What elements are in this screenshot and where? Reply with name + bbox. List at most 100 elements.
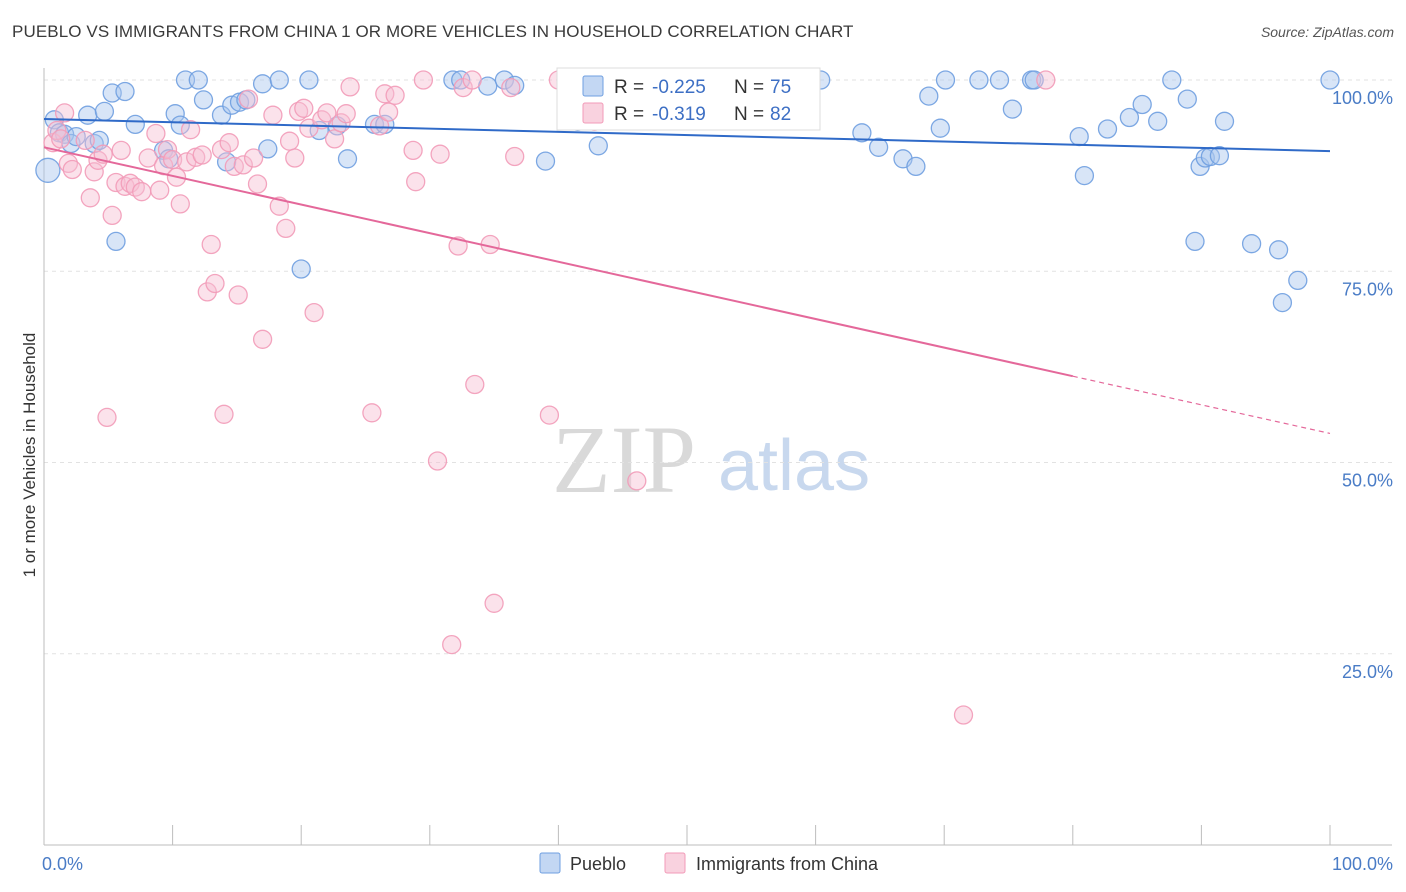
chart-title: PUEBLO VS IMMIGRANTS FROM CHINA 1 OR MOR… xyxy=(12,22,854,41)
china-point xyxy=(324,129,345,149)
china-point xyxy=(505,146,525,167)
china-point xyxy=(362,403,382,423)
china-point xyxy=(247,174,268,194)
pueblo-point xyxy=(1177,89,1197,109)
china-point xyxy=(132,182,152,202)
pueblo-point xyxy=(1268,240,1289,260)
pueblo-point xyxy=(935,70,956,90)
stats-swatch-pueblo xyxy=(582,75,604,97)
china-point xyxy=(430,144,450,164)
china-point xyxy=(111,140,131,161)
china-point xyxy=(340,77,360,97)
stats-r-value-china: -0.319 xyxy=(652,104,706,125)
pueblo-point xyxy=(868,137,889,157)
pueblo-point xyxy=(78,105,98,125)
china-point xyxy=(304,302,324,323)
pueblo-point xyxy=(1185,231,1205,252)
pueblo-point xyxy=(252,74,273,94)
china-point xyxy=(150,180,170,200)
china-point xyxy=(501,77,521,98)
china-point xyxy=(97,407,117,428)
china-point xyxy=(219,133,239,153)
china-point xyxy=(427,451,448,471)
china-point xyxy=(51,129,71,149)
china-point xyxy=(294,98,314,118)
y-tick-labels: 100.0% 75.0% 50.0% 25.0% xyxy=(1332,88,1393,682)
x-tick-label-0: 0.0% xyxy=(42,854,83,874)
legend-label-china: Immigrants from China xyxy=(696,854,879,874)
pueblo-point xyxy=(299,70,319,90)
pueblo-point xyxy=(337,149,358,169)
china-point xyxy=(84,162,104,182)
china-point xyxy=(180,120,201,140)
pueblo-point xyxy=(930,118,950,138)
china-point xyxy=(276,218,296,239)
x-tick-label-1: 100.0% xyxy=(1332,854,1393,874)
china-point xyxy=(627,471,647,491)
china-point xyxy=(54,103,75,123)
china-point xyxy=(285,148,305,168)
china-point xyxy=(1036,70,1056,90)
watermark-atlas: atlas xyxy=(718,426,870,506)
trend-lines xyxy=(43,118,1331,435)
y-tick-label-1: 75.0% xyxy=(1342,279,1393,299)
pueblo-point xyxy=(1002,99,1023,119)
china-point xyxy=(138,148,158,168)
pueblo-point xyxy=(1272,292,1293,313)
pueblo-point xyxy=(115,81,135,102)
china-point xyxy=(269,196,289,216)
stats-n-label-china: N = xyxy=(734,104,764,125)
china-point xyxy=(369,116,390,136)
pueblo-point xyxy=(1119,107,1140,128)
legend-swatch-pueblo xyxy=(539,852,561,874)
pueblo-point xyxy=(35,157,61,183)
x-tick-labels: 0.0% 100.0% xyxy=(42,854,1393,874)
pueblo-point xyxy=(1288,270,1308,291)
pueblo-point xyxy=(1320,70,1340,90)
china-point xyxy=(403,140,423,161)
china-point xyxy=(406,172,426,192)
china-point xyxy=(170,194,190,214)
trend-line-china-dashed xyxy=(1072,375,1331,435)
china-point xyxy=(442,634,462,655)
china-point xyxy=(448,236,468,256)
pueblo-point xyxy=(106,231,126,252)
china-point xyxy=(953,705,974,725)
china-point xyxy=(317,103,337,123)
pueblo-point xyxy=(170,115,190,135)
china-point xyxy=(62,159,82,180)
stats-r-label-china: R = xyxy=(614,104,644,125)
pueblo-point xyxy=(1132,94,1152,115)
trend-line-china xyxy=(43,146,1074,378)
pueblo-point xyxy=(188,70,208,90)
pueblo-point xyxy=(852,123,872,143)
stats-n-value-china: 82 xyxy=(770,104,791,125)
stats-n-value-pueblo: 75 xyxy=(770,77,791,98)
stats-n-label-pueblo: N = xyxy=(734,77,764,98)
legend-label-pueblo: Pueblo xyxy=(570,854,626,874)
china-point xyxy=(279,131,300,151)
source-credit: Source: ZipAtlas.com xyxy=(1260,24,1394,40)
pueblo-point xyxy=(258,139,278,159)
pueblo-point xyxy=(535,151,556,171)
china-point xyxy=(375,84,395,104)
series-china-points xyxy=(43,70,1056,725)
pueblo-point xyxy=(1069,126,1089,147)
watermark-zip: ZIP xyxy=(552,406,696,513)
china-point xyxy=(465,374,485,395)
stats-swatch-china xyxy=(582,102,604,124)
china-point xyxy=(146,123,166,144)
china-point xyxy=(80,188,100,208)
pueblo-point xyxy=(1214,111,1235,131)
pueblo-point xyxy=(443,70,463,90)
china-point xyxy=(157,139,178,160)
pueblo-point xyxy=(451,70,471,90)
trend-line-pueblo xyxy=(43,118,1331,153)
pueblo-point xyxy=(125,114,145,135)
y-tick-label-0: 100.0% xyxy=(1332,88,1393,108)
china-point xyxy=(539,405,560,425)
pueblo-point xyxy=(1209,146,1230,166)
pueblo-point xyxy=(969,70,989,90)
china-point xyxy=(228,285,248,305)
china-point xyxy=(75,130,95,151)
